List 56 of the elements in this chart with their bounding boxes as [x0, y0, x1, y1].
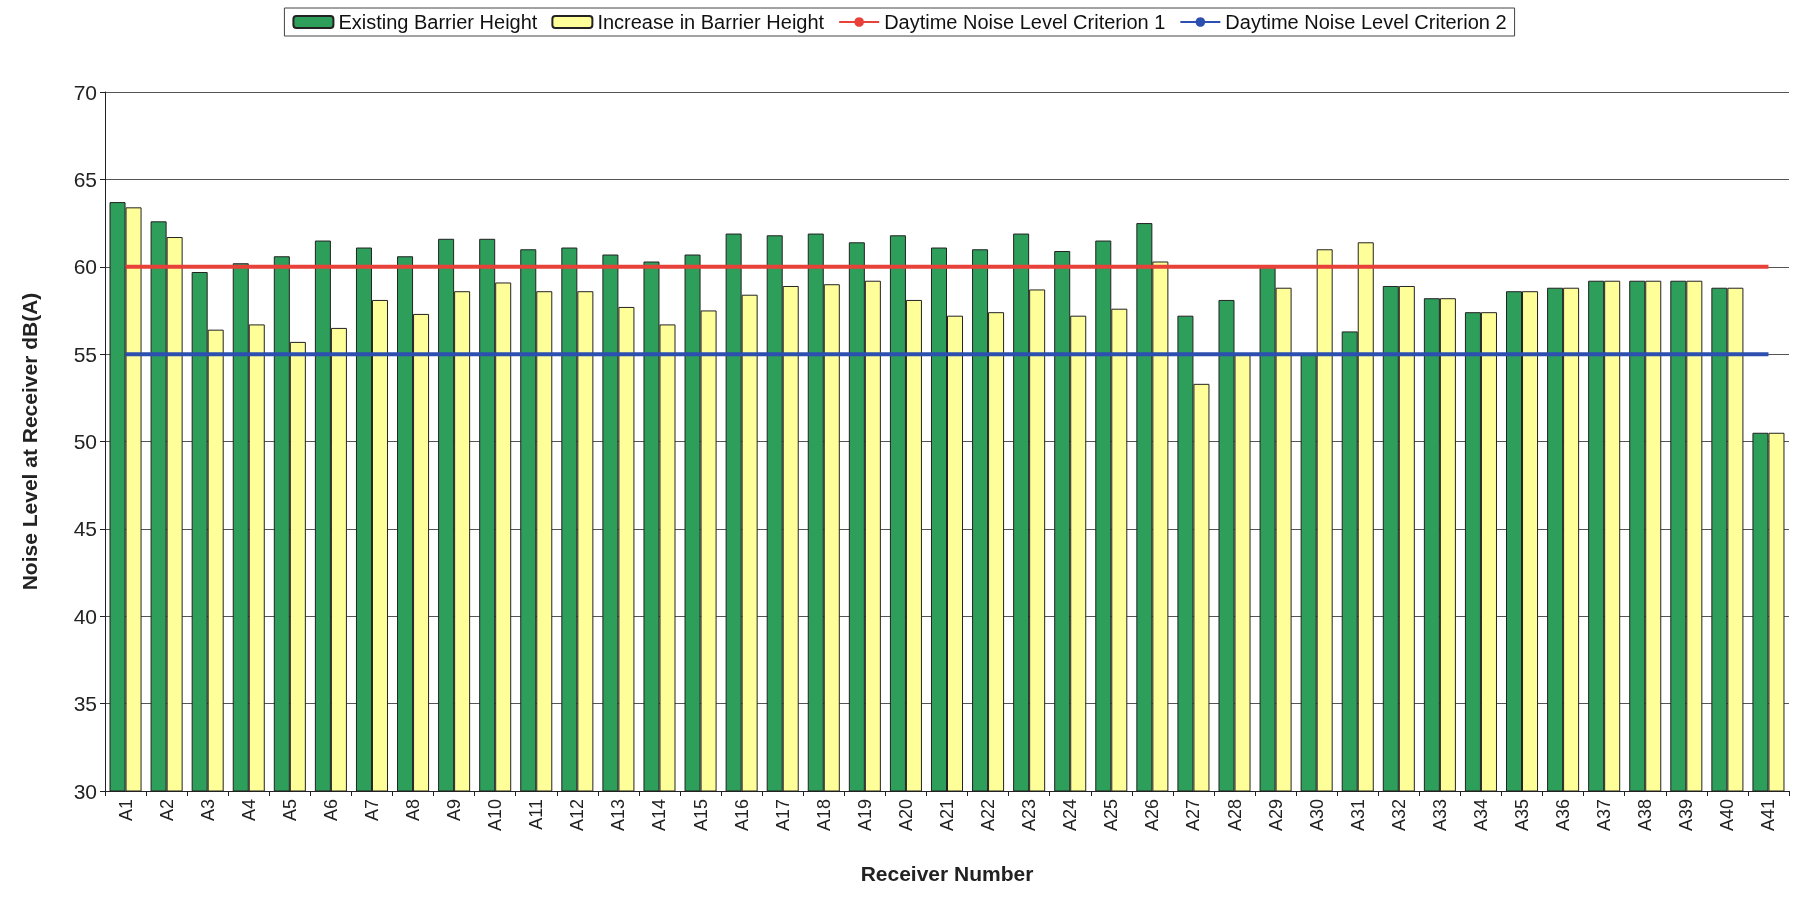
x-tick-label: A41 [1758, 799, 1779, 832]
x-tick-label: A18 [813, 799, 834, 832]
x-tick-label: A26 [1142, 799, 1163, 832]
y-tick-label: 45 [73, 517, 97, 541]
x-tick-label: A36 [1553, 799, 1574, 832]
x-tick-label: A5 [279, 799, 300, 822]
y-tick-label: 30 [73, 779, 97, 803]
x-tick-label: A9 [444, 799, 465, 822]
x-tick-label: A29 [1265, 799, 1286, 832]
x-tick-label: A37 [1594, 799, 1615, 832]
x-tick-label: A17 [772, 799, 793, 832]
x-tick-label: A16 [731, 799, 752, 832]
x-tick-label: A35 [1512, 799, 1533, 832]
x-tick-label: A15 [690, 799, 711, 832]
legend-label: Increase in Barrier Height [597, 11, 825, 33]
legend-label: Daytime Noise Level Criterion 2 [1225, 11, 1507, 33]
x-tick-label: A4 [238, 799, 259, 822]
x-tick-label: A23 [1019, 799, 1040, 832]
y-axis-title: Noise Level at Receiver dB(A) [18, 292, 41, 591]
y-tick-label: 65 [73, 167, 97, 191]
x-tick-label: A7 [361, 799, 382, 822]
x-tick-label: A22 [978, 799, 999, 832]
x-tick-label: A8 [403, 799, 424, 822]
x-tick-label: A24 [1060, 799, 1081, 832]
x-tick-label: A1 [115, 799, 136, 822]
y-tick-label: 50 [73, 430, 97, 453]
x-tick-label: A2 [156, 799, 177, 822]
legend-label: Daytime Noise Level Criterion 1 [884, 11, 1166, 33]
x-tick-label: A13 [608, 799, 629, 832]
x-tick-label: A40 [1717, 799, 1738, 832]
x-tick-label: A31 [1347, 799, 1368, 832]
x-tick-label: A28 [1224, 799, 1245, 832]
x-tick-label: A3 [197, 799, 218, 822]
y-tick-label: 55 [73, 342, 97, 366]
x-tick-label: A6 [320, 799, 341, 822]
x-tick-label: A12 [567, 799, 588, 832]
x-tick-label: A10 [485, 799, 506, 832]
x-tick-label: A32 [1388, 799, 1409, 832]
x-tick-label: A19 [854, 799, 875, 832]
y-tick-label: 35 [73, 692, 97, 716]
x-tick-label: A30 [1306, 799, 1327, 832]
x-tick-label: A20 [895, 799, 916, 832]
x-tick-label: A21 [937, 799, 957, 832]
x-tick-label: A33 [1429, 799, 1450, 832]
y-tick-label: 70 [73, 80, 97, 104]
x-tick-label: A38 [1635, 799, 1656, 832]
x-tick-label: A11 [526, 799, 547, 830]
x-tick-label: A25 [1101, 799, 1122, 832]
x-tick-label: A14 [649, 799, 670, 832]
y-tick-label: 60 [73, 255, 97, 279]
x-axis-title: Receiver Number [860, 862, 1034, 885]
x-tick-label: A39 [1676, 799, 1697, 832]
x-tick-label: A34 [1470, 799, 1491, 832]
legend-label: Existing Barrier Height [338, 11, 538, 33]
y-tick-label: 40 [73, 604, 97, 628]
x-tick-label: A27 [1183, 799, 1204, 832]
